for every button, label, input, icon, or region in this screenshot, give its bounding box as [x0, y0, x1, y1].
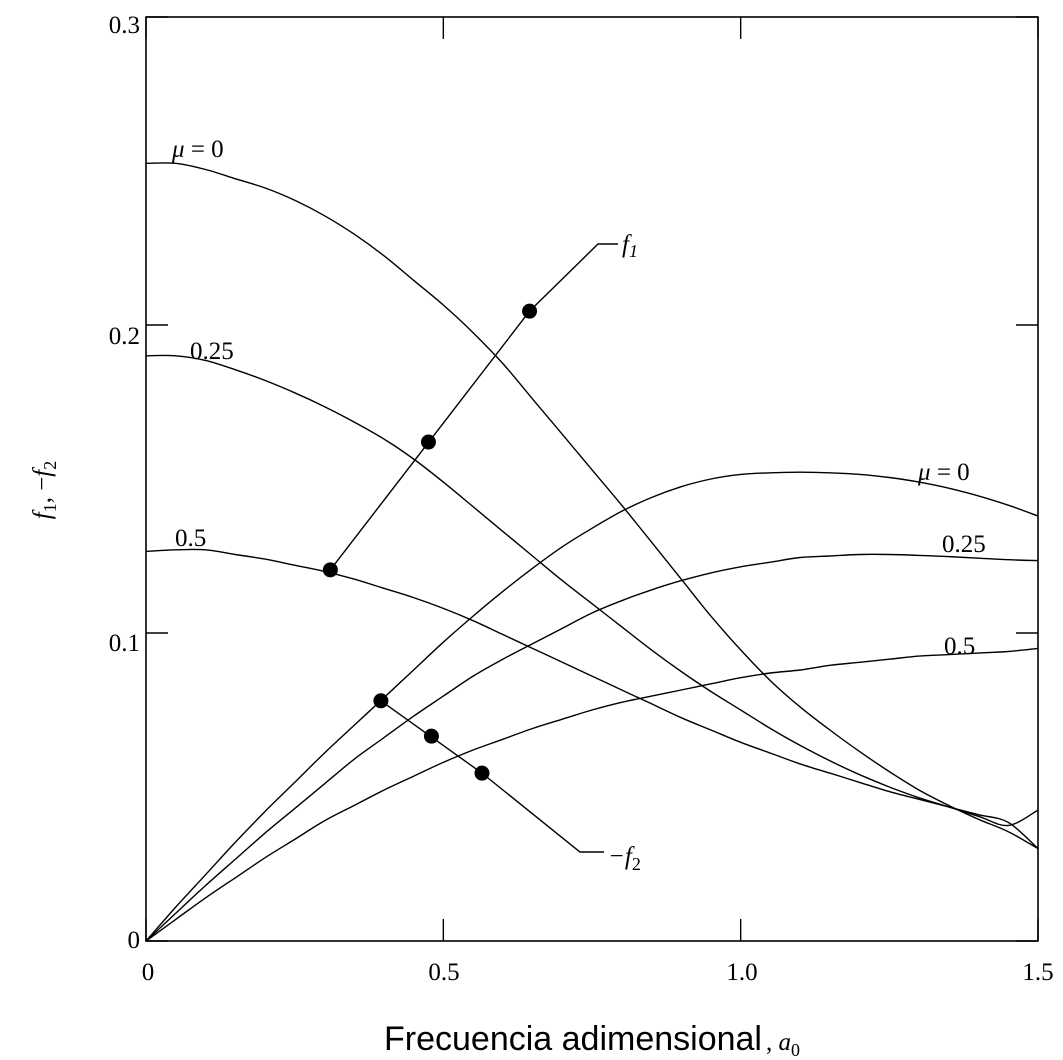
series-line-minus-f2-5: [145, 647, 1039, 942]
x-axis-symbol: a: [778, 1029, 791, 1056]
x-tick-label-0: 0: [142, 959, 155, 986]
f1-marker-0: [522, 303, 538, 319]
label-f2-mu0: μ = 0: [917, 459, 970, 486]
leader-lines: [329, 243, 618, 853]
series-line-f1-0: [145, 162, 1039, 850]
label-f2-0.25: 0.25: [942, 531, 986, 558]
series-line-minus-f2-3: [145, 471, 1039, 942]
label-minus-f2: −f2: [608, 843, 641, 874]
curve-group: [145, 162, 1039, 942]
axis-ticks: [145, 16, 1039, 942]
y-tick-label-0.3: 0.3: [109, 12, 140, 39]
f2-marker-1: [423, 728, 439, 744]
series-line-f1-1: [145, 354, 1039, 827]
f2-marker-0: [373, 693, 389, 709]
x-axis-label: Frecuencia adimensional, a0: [384, 1020, 800, 1060]
y-tick-label-0.1: 0.1: [109, 630, 140, 657]
y-axis-f1: f: [29, 509, 56, 519]
f1-marker-1: [420, 434, 436, 450]
marker-points: [322, 303, 538, 781]
x-tick-label-1.5: 1.5: [1022, 959, 1053, 986]
f1-connector-line: [329, 243, 618, 571]
x-axis-symbol-sub: 0: [791, 1040, 800, 1060]
label-f1-0.5: 0.5: [175, 525, 206, 552]
series-line-minus-f2-4: [145, 553, 1039, 942]
y-axis-f2: f: [29, 467, 56, 477]
y-tick-label-0: 0: [128, 927, 141, 954]
plot-frame: [145, 16, 1039, 942]
f2-marker-2: [474, 765, 490, 781]
y-axis-label: f1, −f2: [29, 461, 60, 520]
label-f1-0.25: 0.25: [190, 338, 234, 365]
label-f1-mu0: μ = 0: [171, 136, 224, 163]
f1-marker-2: [322, 562, 338, 578]
label-f1: f1: [622, 231, 638, 261]
label-f2-0.5: 0.5: [944, 633, 975, 660]
series-line-f1-2: [145, 548, 1039, 850]
x-tick-label-0.5: 0.5: [428, 959, 459, 986]
y-tick-label-0.2: 0.2: [109, 323, 140, 350]
x-axis-label-text: Frecuencia adimensional: [384, 1020, 762, 1058]
x-tick-label-1.0: 1.0: [726, 959, 757, 986]
